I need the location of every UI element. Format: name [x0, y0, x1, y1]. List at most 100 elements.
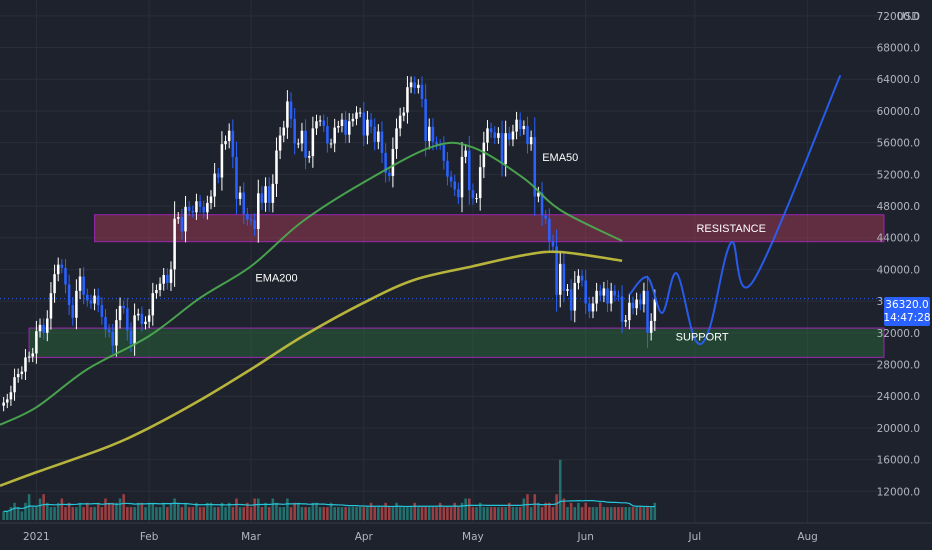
candle — [598, 290, 602, 296]
volume-bar — [322, 507, 326, 520]
candle — [293, 118, 296, 144]
candle — [289, 101, 293, 119]
candle — [111, 332, 115, 346]
volume-bar — [613, 507, 617, 520]
volume-bar — [584, 502, 587, 520]
candle — [606, 288, 609, 304]
volume-bar — [326, 507, 329, 520]
candle — [322, 120, 326, 126]
candle — [569, 289, 573, 311]
volume-bar — [453, 502, 457, 520]
candle — [187, 206, 191, 211]
volume-bar — [438, 502, 442, 520]
candle — [169, 269, 173, 283]
volume-bar — [642, 507, 646, 520]
candle — [478, 167, 482, 199]
volume-bar — [180, 507, 184, 520]
volume-bar — [460, 502, 464, 520]
volume-bar — [166, 507, 169, 520]
candle — [107, 329, 111, 333]
time-axis[interactable]: 2021 Feb Mar Apr May Jun Jul Aug — [23, 531, 818, 543]
volume-bar — [406, 507, 409, 520]
candle — [511, 131, 515, 140]
candle — [96, 295, 100, 306]
candle — [497, 133, 500, 138]
candle — [391, 148, 395, 176]
candle — [89, 300, 93, 304]
candle — [53, 274, 56, 294]
candle — [282, 127, 286, 136]
volume-bar — [35, 507, 38, 520]
candle — [224, 141, 227, 145]
volume-bar — [227, 502, 231, 520]
volume-bar — [449, 507, 453, 520]
candle — [515, 119, 518, 132]
candle — [133, 315, 136, 344]
candle — [46, 318, 49, 333]
candle — [395, 128, 398, 149]
candle — [366, 119, 369, 136]
volume-bar — [609, 507, 613, 520]
volume-bar — [653, 502, 657, 520]
volume-bar — [213, 507, 216, 520]
candle — [500, 133, 504, 165]
candle — [307, 156, 311, 158]
volume-bar — [617, 507, 620, 520]
volume-bar — [380, 507, 384, 520]
volume-bar — [628, 507, 631, 520]
price-axis[interactable]: USD 12000.0 16000.0 20000.0 24000.0 28000.0 3… — [877, 11, 920, 498]
candle — [373, 126, 376, 142]
volume-bar — [620, 507, 624, 520]
candle — [231, 130, 235, 157]
candle — [402, 112, 406, 116]
volume-bar — [500, 507, 504, 520]
volume-bar — [351, 507, 355, 520]
zone-support — [28, 327, 885, 358]
volume-bar — [118, 498, 122, 520]
candle — [398, 115, 402, 129]
candle — [427, 126, 431, 142]
volume-bar — [140, 502, 144, 520]
candle — [71, 305, 75, 318]
candle — [38, 324, 42, 332]
candle — [56, 264, 60, 275]
candle — [624, 320, 627, 322]
candle — [449, 176, 453, 182]
volume-bar — [89, 507, 93, 520]
volume-bar — [126, 507, 129, 520]
volume-bar — [333, 507, 336, 520]
current-price-tag: 36320.0 14:47:28 — [883, 297, 931, 326]
volume-bar — [573, 507, 577, 520]
candle — [86, 294, 89, 301]
candle — [595, 290, 598, 304]
candle — [566, 289, 569, 291]
volume-bar — [420, 507, 424, 520]
volume-bar — [486, 507, 489, 520]
volume-bar — [24, 502, 27, 520]
candle — [562, 263, 566, 291]
candle — [64, 267, 67, 285]
candle — [49, 293, 53, 319]
volume-bar — [16, 507, 20, 520]
volume-bar — [387, 507, 391, 520]
candle — [653, 299, 657, 321]
price-tick-label: 72000.0 — [877, 11, 920, 23]
volume-bar — [478, 502, 482, 520]
candle — [493, 132, 497, 138]
candle — [468, 150, 471, 191]
volume-bar — [431, 507, 435, 520]
candle — [631, 302, 635, 309]
candle — [140, 313, 144, 325]
candle — [115, 320, 118, 346]
volume-bar — [358, 507, 362, 520]
candle — [475, 198, 478, 200]
candle — [377, 131, 380, 142]
volume-bar — [86, 502, 89, 520]
volume-bar — [129, 507, 133, 520]
candle — [209, 196, 213, 203]
volume-bar — [329, 502, 333, 520]
candle — [162, 274, 165, 284]
volume-bar — [427, 507, 431, 520]
volume-bar — [606, 507, 609, 520]
